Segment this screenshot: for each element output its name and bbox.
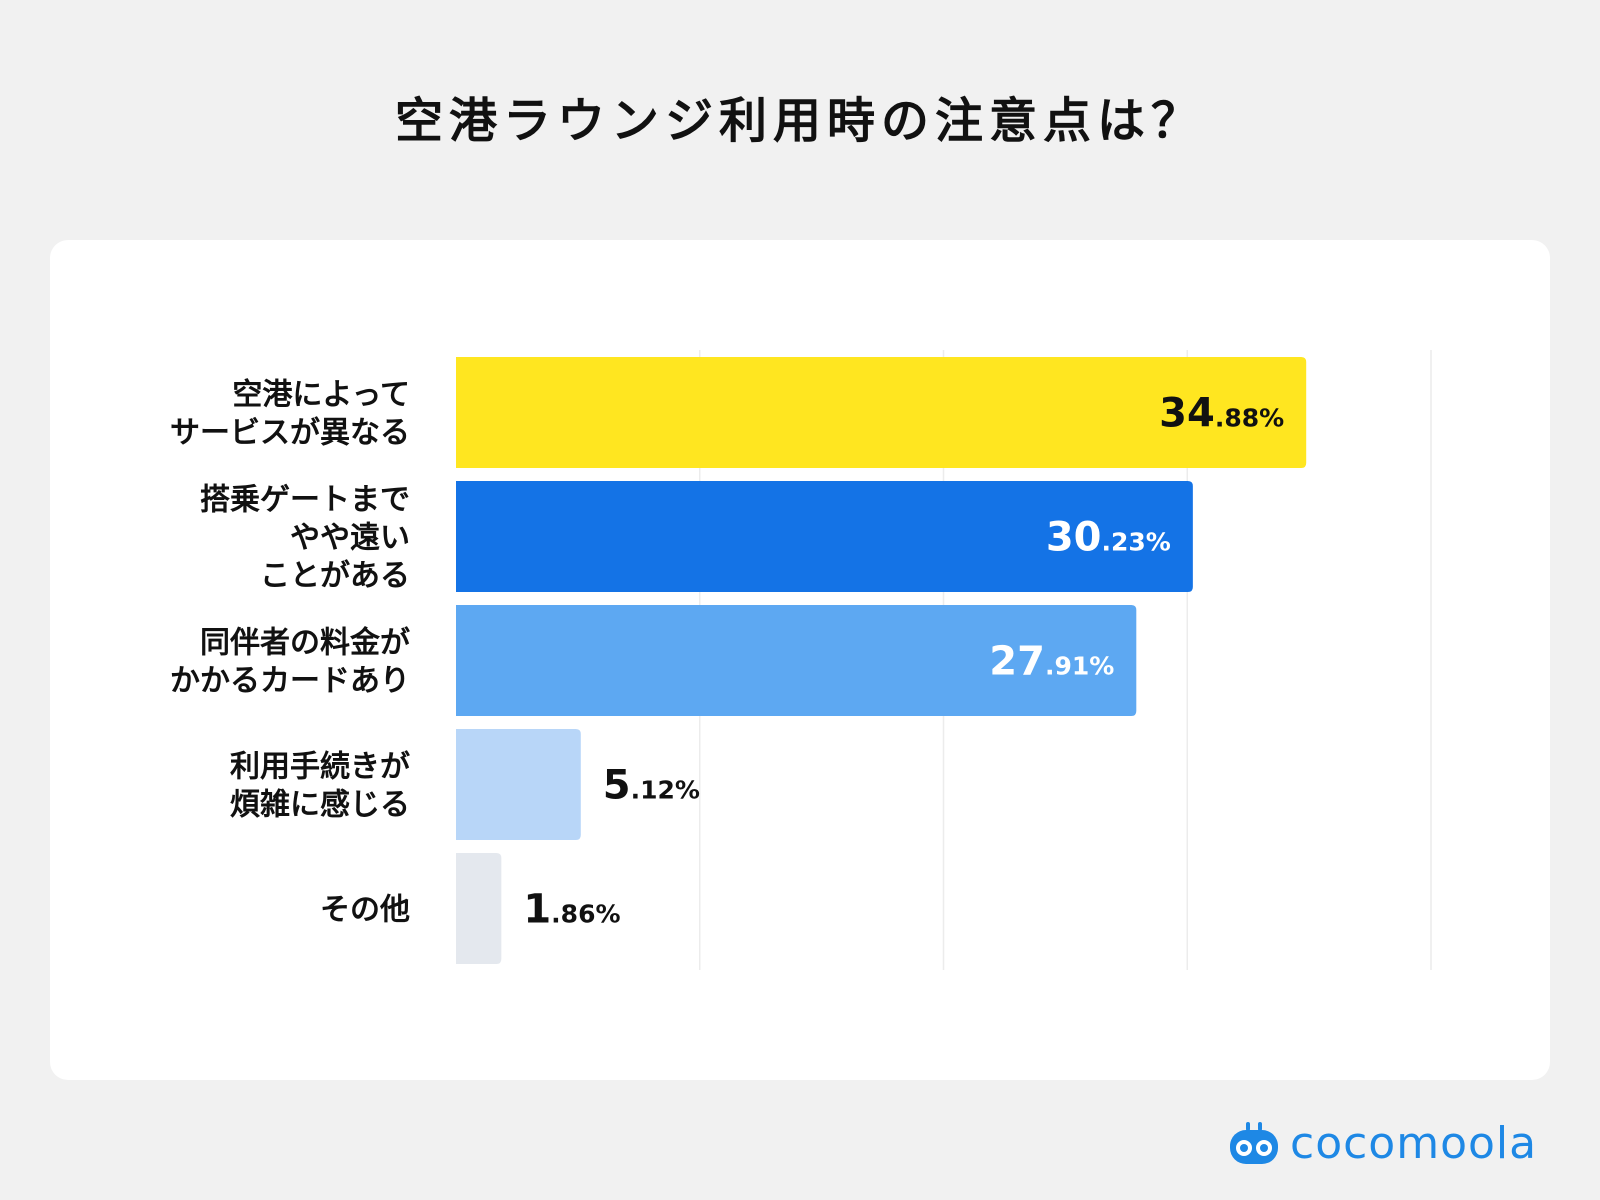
bar [456,481,1193,592]
category-label: 搭乗ゲートまでやや遠いことがある [200,483,410,594]
category-label: その他 [320,893,410,928]
page-title: 空港ラウンジ利用時の注意点は？ [394,93,1205,149]
cocomoola-logo: cocomoola [1226,1118,1556,1170]
category-label: 同伴者の料金がかかるカードあり [170,626,410,699]
logo-wordmark: cocomoola [1290,1118,1538,1169]
category-label: 利用手続きが煩雑に感じる [230,750,410,823]
bar [456,605,1137,716]
bar [456,729,581,840]
value-label: 30.23% [1046,515,1171,561]
value-label: 5.12% [603,763,700,809]
chart-card: 空港によってサービスが異なる 34.88% 搭乗ゲートまでやや遠いことがある 30.2… [50,240,1550,1080]
category-label: 空港によってサービスが異なる [170,378,410,451]
value-label: 34.88% [1159,391,1284,437]
bar [456,853,502,964]
robot-logo-icon [1230,1122,1278,1164]
bar [456,357,1307,468]
value-label: 1.86% [523,887,620,933]
bar-chart: 空港によってサービスが異なる 34.88% 搭乗ゲートまでやや遠いことがある 30.2… [170,350,1432,970]
value-label: 27.91% [989,639,1114,685]
